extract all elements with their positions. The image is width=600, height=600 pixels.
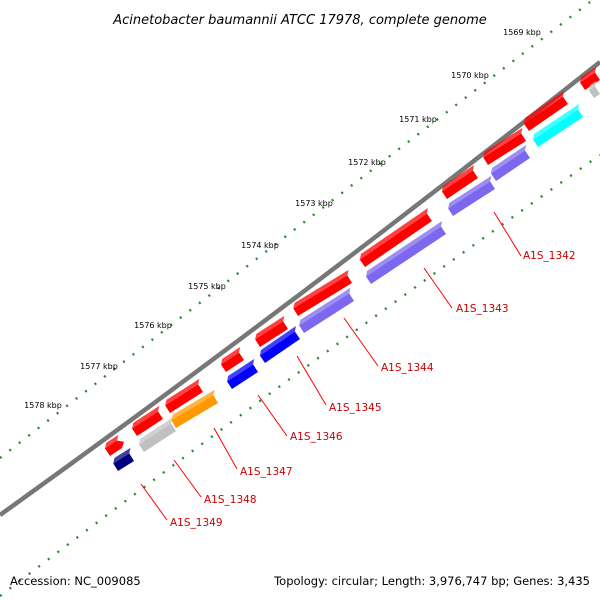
tick-label: 1571 kbp — [399, 115, 437, 124]
gene-block-inner — [113, 447, 134, 471]
gene-block-outer — [293, 269, 352, 316]
gene-block-outer — [132, 405, 163, 436]
feature-layer — [105, 66, 600, 471]
gene-block-outer — [359, 208, 432, 267]
gene-label: A1S_1342 — [523, 250, 576, 262]
gene-block-inner — [533, 103, 583, 147]
gene-leader-line — [173, 459, 202, 498]
gene-label: A1S_1343 — [456, 303, 509, 315]
tick-label: 1576 kbp — [134, 321, 172, 330]
gene-leader-line — [296, 355, 327, 406]
gene-leader-line — [257, 394, 288, 437]
tick-label: 1572 kbp — [348, 158, 386, 167]
gene-block-outer — [441, 164, 478, 199]
genome-backbone — [0, 60, 600, 517]
gene-leader-line — [423, 267, 453, 309]
tick-label: 1575 kbp — [188, 282, 226, 291]
gene-leader-line — [343, 317, 379, 367]
tick-label: 1573 kbp — [295, 199, 333, 208]
summary-text: Topology: circular; Length: 3,976,747 bp… — [273, 574, 590, 588]
gene-block-inner — [227, 358, 258, 389]
gene-block-outer — [580, 66, 600, 90]
gene-block-inner — [171, 389, 218, 428]
gene-label: A1S_1344 — [381, 362, 434, 374]
gene-label-layer: A1S_1342 A1S_1343 A1S_1344 A1S_1345 A1S_1346… — [140, 211, 576, 529]
gene-block-outer — [221, 346, 244, 372]
gene-block-inner — [490, 144, 530, 181]
gene-leader-line — [213, 427, 238, 470]
scale-ticks-inner — [0, 154, 600, 597]
backbone-layer — [0, 60, 600, 517]
gene-block-inner — [366, 220, 446, 284]
gene-leader-line — [493, 211, 522, 257]
tick-label: 1574 kbp — [241, 241, 279, 250]
gene-block-inner — [139, 417, 176, 452]
gene-block-outer — [523, 91, 568, 131]
gene-block-inner — [259, 326, 300, 363]
gene-label: A1S_1349 — [170, 517, 223, 529]
tick-label: 1569 kbp — [503, 28, 541, 37]
gene-block-outer — [105, 434, 124, 456]
gene-label: A1S_1346 — [290, 431, 343, 443]
tick-label: 1570 kbp — [451, 71, 489, 80]
accession-text: Accession: NC_009085 — [10, 574, 141, 588]
tick-label: 1578 kbp — [24, 401, 62, 410]
tick-label: 1577 kbp — [80, 362, 118, 371]
gene-block-outer — [255, 315, 288, 347]
gene-label: A1S_1348 — [204, 494, 257, 506]
gene-block-inner — [589, 80, 600, 98]
map-title: Acinetobacter baumannii ATCC 17978, comp… — [112, 13, 487, 28]
gene-block-inner — [299, 287, 354, 333]
gene-label: A1S_1345 — [329, 402, 382, 414]
gene-block-inner — [448, 175, 495, 216]
gene-block-outer — [483, 127, 526, 165]
gene-leader-line — [140, 483, 168, 521]
gene-label: A1S_1347 — [240, 466, 293, 478]
gene-block-outer — [165, 378, 203, 413]
scale-ticks-outer — [0, 1, 591, 459]
